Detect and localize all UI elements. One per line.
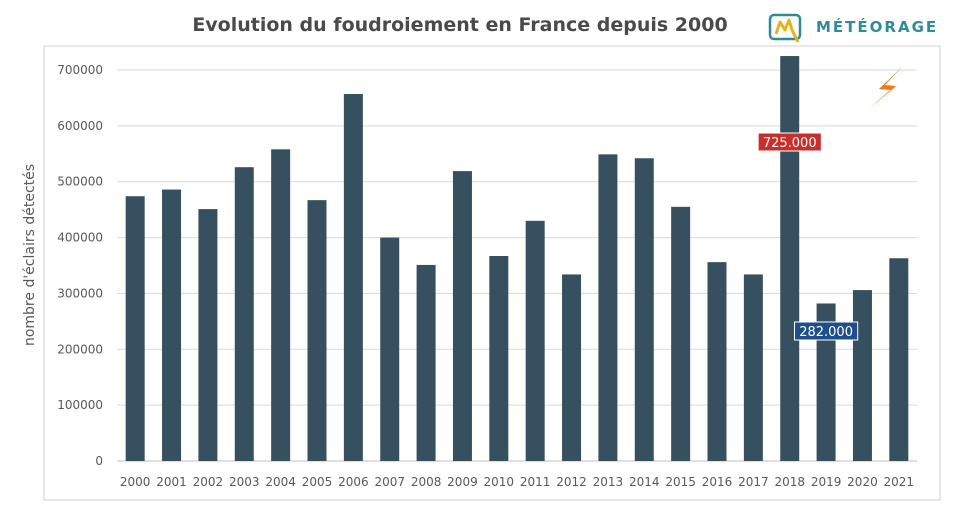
- bars: [125, 56, 909, 462]
- x-tick-label: 2005: [302, 475, 333, 489]
- bar-2010: [489, 256, 509, 461]
- bar-2017: [743, 274, 763, 461]
- x-tick-label: 2002: [193, 475, 224, 489]
- x-tick-label: 2008: [411, 475, 442, 489]
- bar-2021: [889, 258, 909, 461]
- bar-2014: [634, 158, 654, 462]
- x-tick-label: 2019: [811, 475, 842, 489]
- x-tick-label: 2020: [847, 475, 878, 489]
- meteorage-logo-icon: [768, 13, 802, 43]
- lightning-bolt-icon: [868, 66, 903, 110]
- bar-2018: [780, 56, 800, 462]
- x-tick-label: 2003: [229, 475, 260, 489]
- bar-2016: [707, 262, 727, 461]
- x-tick-label: 2018: [774, 475, 805, 489]
- annotations: 725.000 282.000: [757, 132, 859, 341]
- x-axis-ticks: 2000 2001 2002 2003 2004 2005 2006 2007 2008 2009…: [120, 475, 914, 489]
- x-tick-label: 2012: [556, 475, 587, 489]
- x-tick-label: 2009: [447, 475, 478, 489]
- bar-2005: [307, 200, 327, 461]
- annotation-box-2019: [793, 321, 859, 341]
- y-tick-label: 200000: [57, 342, 103, 356]
- bar-2003: [234, 167, 254, 462]
- x-tick-label: 2014: [629, 475, 660, 489]
- bar-2012: [562, 274, 582, 461]
- x-tick-label: 2021: [884, 475, 915, 489]
- chart-title: Evolution du foudroiement en France depu…: [192, 14, 728, 36]
- y-axis-ticks: 0 100000 200000 300000 400000 500000 600000 700…: [57, 63, 103, 468]
- bar-2006: [343, 94, 363, 462]
- y-tick-label: 100000: [57, 398, 103, 412]
- annotation-label-2018: 725.000: [763, 136, 817, 151]
- y-tick-label: 500000: [57, 175, 103, 189]
- bar-2002: [198, 209, 218, 461]
- bar-2015: [671, 206, 691, 461]
- bar-2008: [416, 264, 436, 461]
- bar-2007: [380, 237, 400, 461]
- brand-name: MÉTÉORAGE: [816, 18, 939, 36]
- bar-2011: [525, 220, 545, 461]
- meteorage-logo: MÉTÉORAGE: [768, 12, 943, 44]
- x-tick-label: 2001: [156, 475, 187, 489]
- annotation-box-2018: [757, 132, 822, 152]
- x-tick-label: 2007: [374, 475, 405, 489]
- x-tick-label: 2004: [265, 475, 296, 489]
- x-tick-label: 2013: [593, 475, 624, 489]
- y-tick-label: 300000: [57, 286, 103, 300]
- y-tick-label: 400000: [57, 231, 103, 245]
- y-tick-label: 700000: [57, 63, 103, 77]
- bar-2000: [125, 196, 145, 462]
- bar-2020: [852, 290, 872, 461]
- y-tick-label: 0: [95, 454, 103, 468]
- bar-2019: [816, 303, 836, 461]
- x-tick-label: 2011: [520, 475, 551, 489]
- x-tick-label: 2006: [338, 475, 369, 489]
- bar-2001: [162, 189, 182, 461]
- x-tick-label: 2010: [484, 475, 515, 489]
- plot-border: [43, 45, 941, 501]
- annotation-label-2019: 282.000: [799, 325, 853, 340]
- bar-2004: [271, 149, 291, 461]
- bar-2013: [598, 154, 618, 461]
- x-tick-label: 2000: [120, 475, 151, 489]
- x-tick-label: 2017: [738, 475, 769, 489]
- bar-2009: [452, 171, 472, 461]
- x-tick-label: 2015: [665, 475, 696, 489]
- y-axis-label: nombre d'éclairs détectés: [22, 164, 38, 346]
- x-tick-label: 2016: [702, 475, 733, 489]
- y-tick-label: 600000: [57, 119, 103, 133]
